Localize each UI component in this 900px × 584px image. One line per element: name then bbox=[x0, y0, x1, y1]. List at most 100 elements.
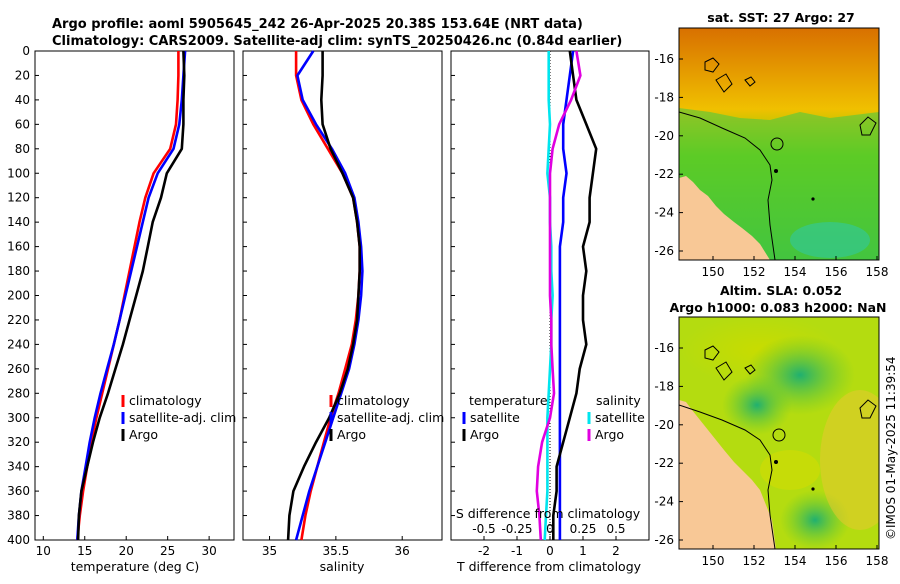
sla-argo-marker bbox=[774, 460, 778, 464]
series-line-argo bbox=[286, 51, 362, 541]
temperature-legend: climatology satellite-adj. clim Argo bbox=[121, 393, 236, 442]
lat-tick-label: -16 bbox=[654, 341, 674, 355]
salinity-series bbox=[286, 50, 364, 541]
lon-tick-label: 152 bbox=[743, 265, 766, 279]
sla-small-reef bbox=[811, 487, 815, 491]
t-difference-label: T difference from climatology bbox=[456, 559, 642, 574]
difference-x-ticks: -2 -1 0 1 2 bbox=[478, 536, 620, 558]
sla-x-ticks: 150 152 154 156 158 bbox=[702, 545, 888, 568]
credit: ©IMOS 01-May-2025 11:39:54 bbox=[884, 356, 898, 540]
legend-label-s-satellite: satellite bbox=[595, 410, 645, 425]
depth-tick-label: 340 bbox=[7, 460, 30, 474]
sla-map: Altim. SLA: 0.052 Argo h1000: 0.083 h200… bbox=[654, 283, 888, 568]
lon-tick-label: 156 bbox=[825, 554, 848, 568]
sla-y-ticks: -16 -18 -20 -22 -24 -26 bbox=[654, 341, 683, 547]
legend-label-t-argo: Argo bbox=[470, 427, 499, 442]
sla-high-south bbox=[760, 450, 820, 490]
lat-tick-label: -24 bbox=[654, 206, 674, 220]
s-diff-tick-label: 0.5 bbox=[606, 522, 625, 536]
salinity-difference-ticks: -0.5 -0.25 0 0.25 0.5 bbox=[472, 522, 625, 536]
lon-tick-label: 156 bbox=[825, 265, 848, 279]
lon-tick-label: 152 bbox=[743, 554, 766, 568]
lat-tick-label: -22 bbox=[654, 456, 674, 470]
x-tick-label: 30 bbox=[201, 544, 216, 558]
salinity-axes-frame bbox=[242, 50, 443, 541]
lat-tick-label: -22 bbox=[654, 167, 674, 181]
lat-tick-label: -20 bbox=[654, 129, 674, 143]
depth-tick-label: 80 bbox=[15, 142, 30, 156]
depth-tick-label: 20 bbox=[15, 68, 30, 82]
sla-map-frame bbox=[678, 316, 880, 550]
depth-tick-label: 280 bbox=[7, 386, 30, 400]
legend-title-temperature: temperature bbox=[469, 393, 548, 408]
sst-map-title: sat. SST: 27 Argo: 27 bbox=[707, 10, 854, 25]
depth-tick-label: 400 bbox=[7, 533, 30, 547]
lat-tick-label: -18 bbox=[654, 379, 674, 393]
x-tick-label: 2 bbox=[612, 544, 620, 558]
temperature-y-ticks: 0 20 40 60 80 100 120 140 160 180 200 220 240 260 280 3… bbox=[7, 44, 455, 547]
s-diff-tick-label: -0.25 bbox=[501, 522, 532, 536]
series-line-satellite-adj-clim bbox=[76, 50, 187, 541]
depth-tick-label: 40 bbox=[15, 93, 30, 107]
depth-tick-label: 380 bbox=[7, 509, 30, 523]
depth-tick-label: 260 bbox=[7, 362, 30, 376]
lon-tick-label: 154 bbox=[784, 554, 807, 568]
depth-tick-label: 220 bbox=[7, 313, 30, 327]
x-tick-label: -2 bbox=[478, 544, 490, 558]
salinity-xlabel: salinity bbox=[320, 559, 365, 574]
sla-map-title-1: Altim. SLA: 0.052 bbox=[720, 283, 842, 298]
sst-x-ticks: 150 152 154 156 158 bbox=[702, 256, 888, 279]
x-tick-label: 0 bbox=[546, 544, 554, 558]
depth-tick-label: 200 bbox=[7, 289, 30, 303]
depth-tick-label: 120 bbox=[7, 191, 30, 205]
legend-label-climatology: climatology bbox=[337, 393, 410, 408]
s-diff-tick-label: 0 bbox=[546, 522, 554, 536]
legend-label-satellite-adj: satellite-adj. clim bbox=[337, 410, 444, 425]
lat-tick-label: -16 bbox=[654, 52, 674, 66]
sst-reef-ring bbox=[770, 137, 784, 151]
sla-land-queensland bbox=[679, 400, 776, 549]
sla-low-2 bbox=[722, 375, 792, 435]
lat-tick-label: -18 bbox=[654, 90, 674, 104]
x-tick-label: 25 bbox=[160, 544, 175, 558]
legend-label-s-argo: Argo bbox=[595, 427, 624, 442]
sst-land-queensland bbox=[679, 176, 770, 260]
salinity-panel: 35 35.5 36 salinity climatology satellite-… bbox=[242, 50, 444, 574]
legend-label-t-satellite: satellite bbox=[470, 410, 520, 425]
sst-map: sat. SST: 27 Argo: 27 -16 -18 -20 -22 -24 -26… bbox=[654, 10, 888, 279]
depth-tick-label: 300 bbox=[7, 411, 30, 425]
x-tick-label: 20 bbox=[119, 544, 134, 558]
sst-reef-contours bbox=[704, 57, 877, 136]
series-line-climatology bbox=[294, 51, 362, 541]
lat-tick-label: -26 bbox=[654, 533, 674, 547]
legend-label-argo: Argo bbox=[337, 427, 366, 442]
lon-tick-label: 150 bbox=[702, 554, 725, 568]
x-tick-label: 1 bbox=[579, 544, 587, 558]
series-line-t-satellite bbox=[558, 50, 575, 540]
temperature-xlabel: temperature (deg C) bbox=[71, 559, 200, 574]
sst-map-frame bbox=[678, 27, 880, 261]
depth-tick-label: 360 bbox=[7, 484, 30, 498]
lat-tick-label: -26 bbox=[654, 244, 674, 258]
x-tick-label: 35.5 bbox=[323, 544, 350, 558]
x-tick-label: 10 bbox=[36, 544, 51, 558]
sst-cool-patch bbox=[790, 222, 870, 258]
depth-tick-label: 140 bbox=[7, 215, 30, 229]
sla-shelf-contour bbox=[679, 404, 776, 549]
depth-tick-label: 180 bbox=[7, 264, 30, 278]
difference-legend: temperature satellite Argo salinity sate… bbox=[462, 393, 645, 442]
x-tick-label: -1 bbox=[511, 544, 523, 558]
title-line-2: Climatology: CARS2009. Satellite-adj cli… bbox=[52, 34, 622, 49]
x-tick-label: 15 bbox=[77, 544, 92, 558]
depth-tick-label: 240 bbox=[7, 337, 30, 351]
x-tick-label: 36 bbox=[395, 544, 410, 558]
lat-tick-label: -20 bbox=[654, 418, 674, 432]
lon-tick-label: 150 bbox=[702, 265, 725, 279]
s-difference-label: S difference from climatology bbox=[456, 506, 641, 521]
salinity-legend: climatology satellite-adj. clim Argo bbox=[329, 393, 444, 442]
difference-series bbox=[535, 50, 598, 541]
series-line-t-argo bbox=[551, 50, 598, 540]
sst-small-reef bbox=[811, 197, 815, 201]
series-line-s-argo bbox=[535, 50, 582, 541]
x-tick-label: 35 bbox=[262, 544, 277, 558]
